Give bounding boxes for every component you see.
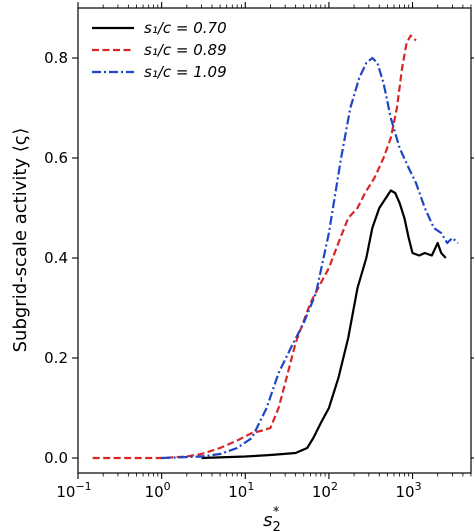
- x-axis-label-sup: *: [273, 505, 280, 520]
- y-tick-label: 0.8: [44, 49, 68, 67]
- legend-label: s₁/c = 1.09: [144, 63, 227, 81]
- legend-label: s₁/c = 0.89: [144, 41, 227, 59]
- y-tick-label: 0.0: [44, 449, 68, 467]
- x-axis-label-base: s: [263, 510, 272, 531]
- x-tick-label: 100: [145, 480, 171, 501]
- legend-label: s₁/c = 0.70: [144, 19, 227, 37]
- series-line-1: [201, 189, 447, 460]
- x-tick-label: 103: [395, 480, 421, 501]
- legend: s₁/c = 0.70 s₁/c = 0.89 s₁/c = 1.09: [92, 19, 227, 81]
- series-line-3: [161, 56, 459, 460]
- x-axis: 10−1 100 101 102 103: [56, 2, 472, 501]
- y-axis: 0.0 0.2 0.4 0.6 0.8: [44, 49, 474, 467]
- y-tick-label: 0.6: [44, 149, 68, 167]
- x-tick-label: 101: [228, 480, 254, 501]
- x-tick-label: 102: [312, 480, 338, 501]
- y-axis-label: Subgrid-scale activity ⟨ς⟩: [10, 128, 31, 353]
- series-line-2: [92, 34, 417, 460]
- x-axis-label-sub: 2: [273, 520, 281, 532]
- series-lines: [92, 34, 459, 460]
- plot-frame: [77, 7, 472, 474]
- y-tick-label: 0.4: [44, 249, 68, 267]
- y-tick-label: 0.2: [44, 349, 68, 367]
- x-axis-label: s2*: [263, 505, 281, 532]
- x-tick-label: 10−1: [56, 480, 91, 501]
